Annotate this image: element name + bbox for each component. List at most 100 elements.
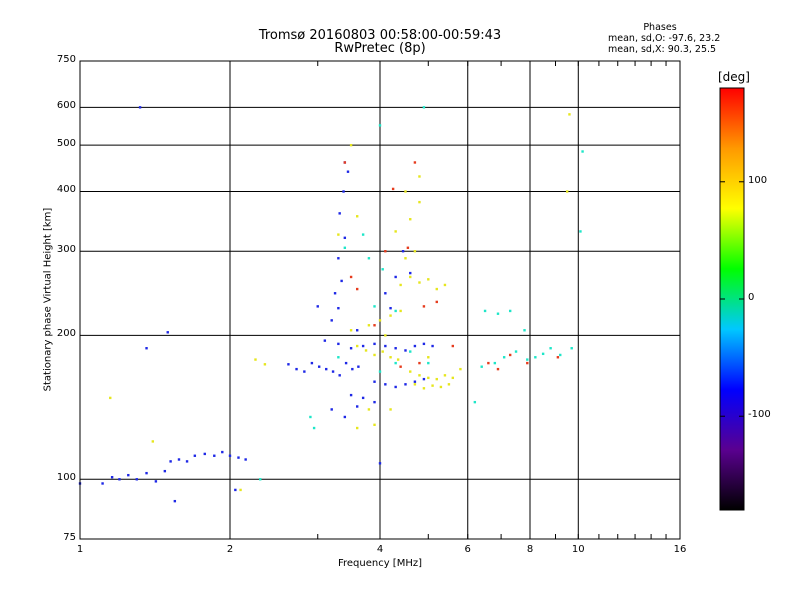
data-point xyxy=(343,161,347,164)
data-point xyxy=(151,440,155,443)
data-point xyxy=(556,356,560,359)
data-point xyxy=(343,246,347,249)
y-tick-label: 100 xyxy=(56,472,76,484)
data-point xyxy=(337,257,340,260)
data-point xyxy=(361,396,365,400)
data-point xyxy=(396,358,400,361)
data-point xyxy=(559,353,562,357)
data-point xyxy=(254,358,257,361)
data-point xyxy=(413,161,417,164)
data-point xyxy=(549,347,552,350)
data-point xyxy=(443,374,447,377)
data-point xyxy=(309,415,312,419)
y-tick-label: 200 xyxy=(56,328,76,340)
data-point xyxy=(447,383,451,386)
data-point xyxy=(361,233,365,236)
data-point xyxy=(568,113,571,116)
data-point xyxy=(344,361,348,365)
data-point xyxy=(373,423,376,427)
data-point xyxy=(526,361,529,365)
data-point xyxy=(565,190,569,193)
y-tick-label: 300 xyxy=(56,244,76,256)
data-point xyxy=(169,460,172,463)
data-point xyxy=(409,350,412,353)
data-point xyxy=(431,384,434,387)
data-point xyxy=(367,408,371,411)
data-point xyxy=(373,342,376,346)
data-point xyxy=(418,281,421,284)
data-point xyxy=(523,329,526,332)
x-tick-label: 4 xyxy=(376,544,384,555)
chart-title: Tromsø 20160803 00:58:00-00:59:43 xyxy=(258,28,502,43)
colorbar-tick-label: 100 xyxy=(748,174,768,186)
data-point xyxy=(435,377,438,381)
y-tick-label: 500 xyxy=(56,138,76,150)
data-point xyxy=(287,363,290,366)
data-point xyxy=(435,287,438,291)
data-point xyxy=(193,454,197,457)
data-point xyxy=(541,352,545,356)
data-point xyxy=(579,230,582,233)
data-point xyxy=(418,175,421,178)
data-point xyxy=(384,334,387,337)
data-point xyxy=(138,106,142,109)
data-point xyxy=(378,124,382,127)
data-point xyxy=(570,347,573,350)
chart-subtitle: RwPretec (8p) xyxy=(334,41,426,56)
data-point xyxy=(422,106,426,109)
legend-title: Phases xyxy=(643,22,677,33)
data-point xyxy=(514,350,518,353)
data-point xyxy=(337,233,340,236)
data-point xyxy=(263,363,267,366)
data-point xyxy=(451,344,455,348)
data-point xyxy=(349,275,353,279)
data-point xyxy=(118,478,121,481)
data-point xyxy=(373,380,376,383)
data-point xyxy=(418,361,421,365)
data-point xyxy=(355,344,359,348)
y-axis-label: Stationary phase Virtual Height [km] xyxy=(42,207,54,392)
data-point xyxy=(391,187,395,191)
data-point xyxy=(399,309,402,313)
colorbar-tick-label: 0 xyxy=(748,292,755,303)
grid-lines xyxy=(79,61,681,539)
data-point xyxy=(221,450,224,454)
data-point xyxy=(381,268,384,271)
data-point xyxy=(323,339,327,342)
data-point xyxy=(316,305,319,308)
data-point xyxy=(355,405,359,408)
data-point xyxy=(427,376,430,380)
data-point xyxy=(373,305,376,308)
data-point xyxy=(330,319,333,322)
y-tick-label: 750 xyxy=(56,54,76,65)
colorbar-label: [deg] xyxy=(718,70,750,84)
x-tick-label: 2 xyxy=(226,544,234,555)
data-point xyxy=(331,370,335,373)
data-point xyxy=(422,377,426,381)
data-point xyxy=(394,309,397,313)
data-point xyxy=(185,460,189,463)
data-point xyxy=(351,367,354,371)
legend-line-x: mean, sd,X: 90.3, 25.5 xyxy=(608,44,717,55)
data-point xyxy=(346,170,350,173)
data-point xyxy=(330,408,333,411)
data-point xyxy=(399,283,402,287)
data-point xyxy=(534,356,537,359)
data-point xyxy=(526,358,529,361)
data-point xyxy=(244,458,247,461)
data-point xyxy=(355,287,359,291)
data-point xyxy=(228,454,232,457)
data-point xyxy=(451,376,455,380)
data-point xyxy=(166,331,169,334)
data-point xyxy=(317,365,321,368)
data-point xyxy=(496,312,500,315)
x-tick-label: 1 xyxy=(76,544,84,555)
x-tick-label: 10 xyxy=(571,544,585,555)
data-point xyxy=(361,344,365,348)
data-point xyxy=(473,400,477,404)
data-point xyxy=(435,300,438,304)
data-point xyxy=(581,150,584,153)
data-point xyxy=(409,271,412,275)
data-point xyxy=(427,361,430,365)
